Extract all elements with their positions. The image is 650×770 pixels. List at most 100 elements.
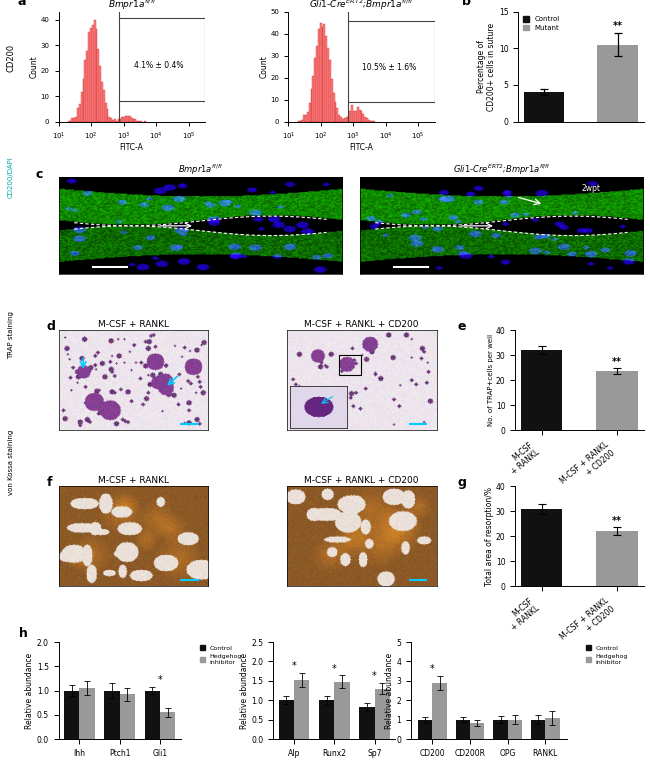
Bar: [350, 111, 351, 122]
Bar: [357, 107, 359, 122]
Bar: [545, 718, 560, 739]
Text: **: **: [612, 21, 623, 31]
Bar: [531, 720, 545, 739]
Bar: [353, 111, 355, 122]
Bar: [370, 121, 372, 122]
Legend: Control, Mutant: Control, Mutant: [521, 15, 562, 32]
Bar: [521, 350, 562, 430]
Bar: [70, 121, 72, 122]
Bar: [298, 121, 300, 122]
Bar: [524, 92, 564, 122]
Bar: [122, 117, 124, 122]
Bar: [324, 24, 326, 122]
Text: CD200/DAPI: CD200/DAPI: [8, 156, 14, 198]
Bar: [364, 116, 366, 122]
Bar: [346, 117, 348, 122]
Text: **: **: [612, 357, 622, 367]
Bar: [125, 116, 127, 122]
Bar: [339, 355, 361, 375]
Bar: [118, 119, 120, 122]
Y-axis label: Relative abundance: Relative abundance: [240, 652, 248, 728]
Bar: [133, 119, 135, 122]
Bar: [105, 102, 107, 122]
Bar: [98, 49, 99, 122]
Bar: [322, 27, 324, 122]
Title: M-CSF + RANKL: M-CSF + RANKL: [98, 477, 169, 485]
Bar: [103, 89, 105, 122]
Bar: [309, 103, 311, 122]
Bar: [305, 115, 307, 122]
Bar: [361, 111, 362, 122]
Bar: [112, 120, 114, 122]
Bar: [313, 76, 314, 122]
Title: $Gli1$-$Cre^{ERT2}$;$Bmpr1a^{fl/fl}$: $Gli1$-$Cre^{ERT2}$;$Bmpr1a^{fl/fl}$: [453, 163, 550, 177]
Legend: Control, Hedgehog
inhibitor: Control, Hedgehog inhibitor: [200, 645, 242, 665]
Bar: [307, 112, 309, 122]
Bar: [88, 32, 90, 122]
Bar: [348, 116, 350, 122]
Bar: [351, 105, 353, 122]
Bar: [366, 119, 368, 122]
Legend: Control, Hedgehog
inhibitor: Control, Hedgehog inhibitor: [586, 645, 628, 665]
Bar: [101, 82, 103, 122]
Bar: [84, 59, 86, 122]
Bar: [331, 79, 333, 122]
X-axis label: FITC-A: FITC-A: [120, 143, 144, 152]
Bar: [129, 116, 131, 122]
Bar: [521, 509, 562, 587]
Bar: [104, 691, 120, 739]
Text: TRAP staining: TRAP staining: [8, 311, 14, 359]
Bar: [75, 116, 77, 122]
Bar: [99, 66, 101, 122]
Bar: [596, 531, 638, 587]
Bar: [111, 119, 112, 122]
Text: *: *: [332, 664, 337, 674]
Bar: [319, 701, 334, 739]
Text: 2wpt: 2wpt: [581, 184, 600, 193]
Text: CD200: CD200: [6, 44, 16, 72]
Bar: [329, 60, 331, 122]
Bar: [279, 701, 294, 739]
Bar: [79, 104, 81, 122]
Bar: [64, 691, 79, 739]
Bar: [374, 688, 390, 739]
Bar: [456, 720, 470, 739]
Text: 10.5% ± 1.6%: 10.5% ± 1.6%: [362, 62, 416, 72]
Bar: [127, 116, 129, 122]
Bar: [73, 118, 75, 122]
Bar: [140, 121, 142, 122]
Bar: [418, 720, 432, 739]
Bar: [344, 118, 346, 122]
Text: a: a: [18, 0, 26, 8]
Y-axis label: Total area of resorption/%: Total area of resorption/%: [485, 487, 494, 586]
Bar: [362, 114, 364, 122]
Bar: [83, 79, 84, 122]
Text: f: f: [47, 476, 52, 489]
Bar: [314, 58, 316, 122]
Y-axis label: Percentage of
CD200+ cells in suture: Percentage of CD200+ cells in suture: [476, 22, 496, 111]
Title: $Bmpr1a^{fl/fl}$: $Bmpr1a^{fl/fl}$: [108, 0, 155, 12]
Y-axis label: No. of TRAP+cells per well: No. of TRAP+cells per well: [488, 334, 494, 427]
Bar: [359, 708, 374, 739]
Bar: [368, 120, 370, 122]
Bar: [337, 108, 338, 122]
Bar: [311, 89, 313, 122]
Bar: [338, 115, 340, 122]
Text: h: h: [20, 628, 28, 641]
Bar: [432, 683, 447, 739]
Bar: [327, 49, 329, 122]
Bar: [334, 681, 350, 739]
Bar: [160, 712, 176, 739]
Text: *: *: [292, 661, 296, 671]
Text: 4.1% ± 0.4%: 4.1% ± 0.4%: [135, 61, 184, 70]
Text: *: *: [430, 665, 435, 675]
Bar: [72, 119, 73, 122]
Bar: [355, 111, 357, 122]
Text: e: e: [458, 320, 466, 333]
Bar: [597, 45, 638, 122]
Bar: [90, 28, 92, 122]
Bar: [79, 688, 95, 739]
Y-axis label: Count: Count: [260, 55, 269, 78]
Bar: [77, 109, 79, 122]
X-axis label: FITC-A: FITC-A: [350, 143, 373, 152]
